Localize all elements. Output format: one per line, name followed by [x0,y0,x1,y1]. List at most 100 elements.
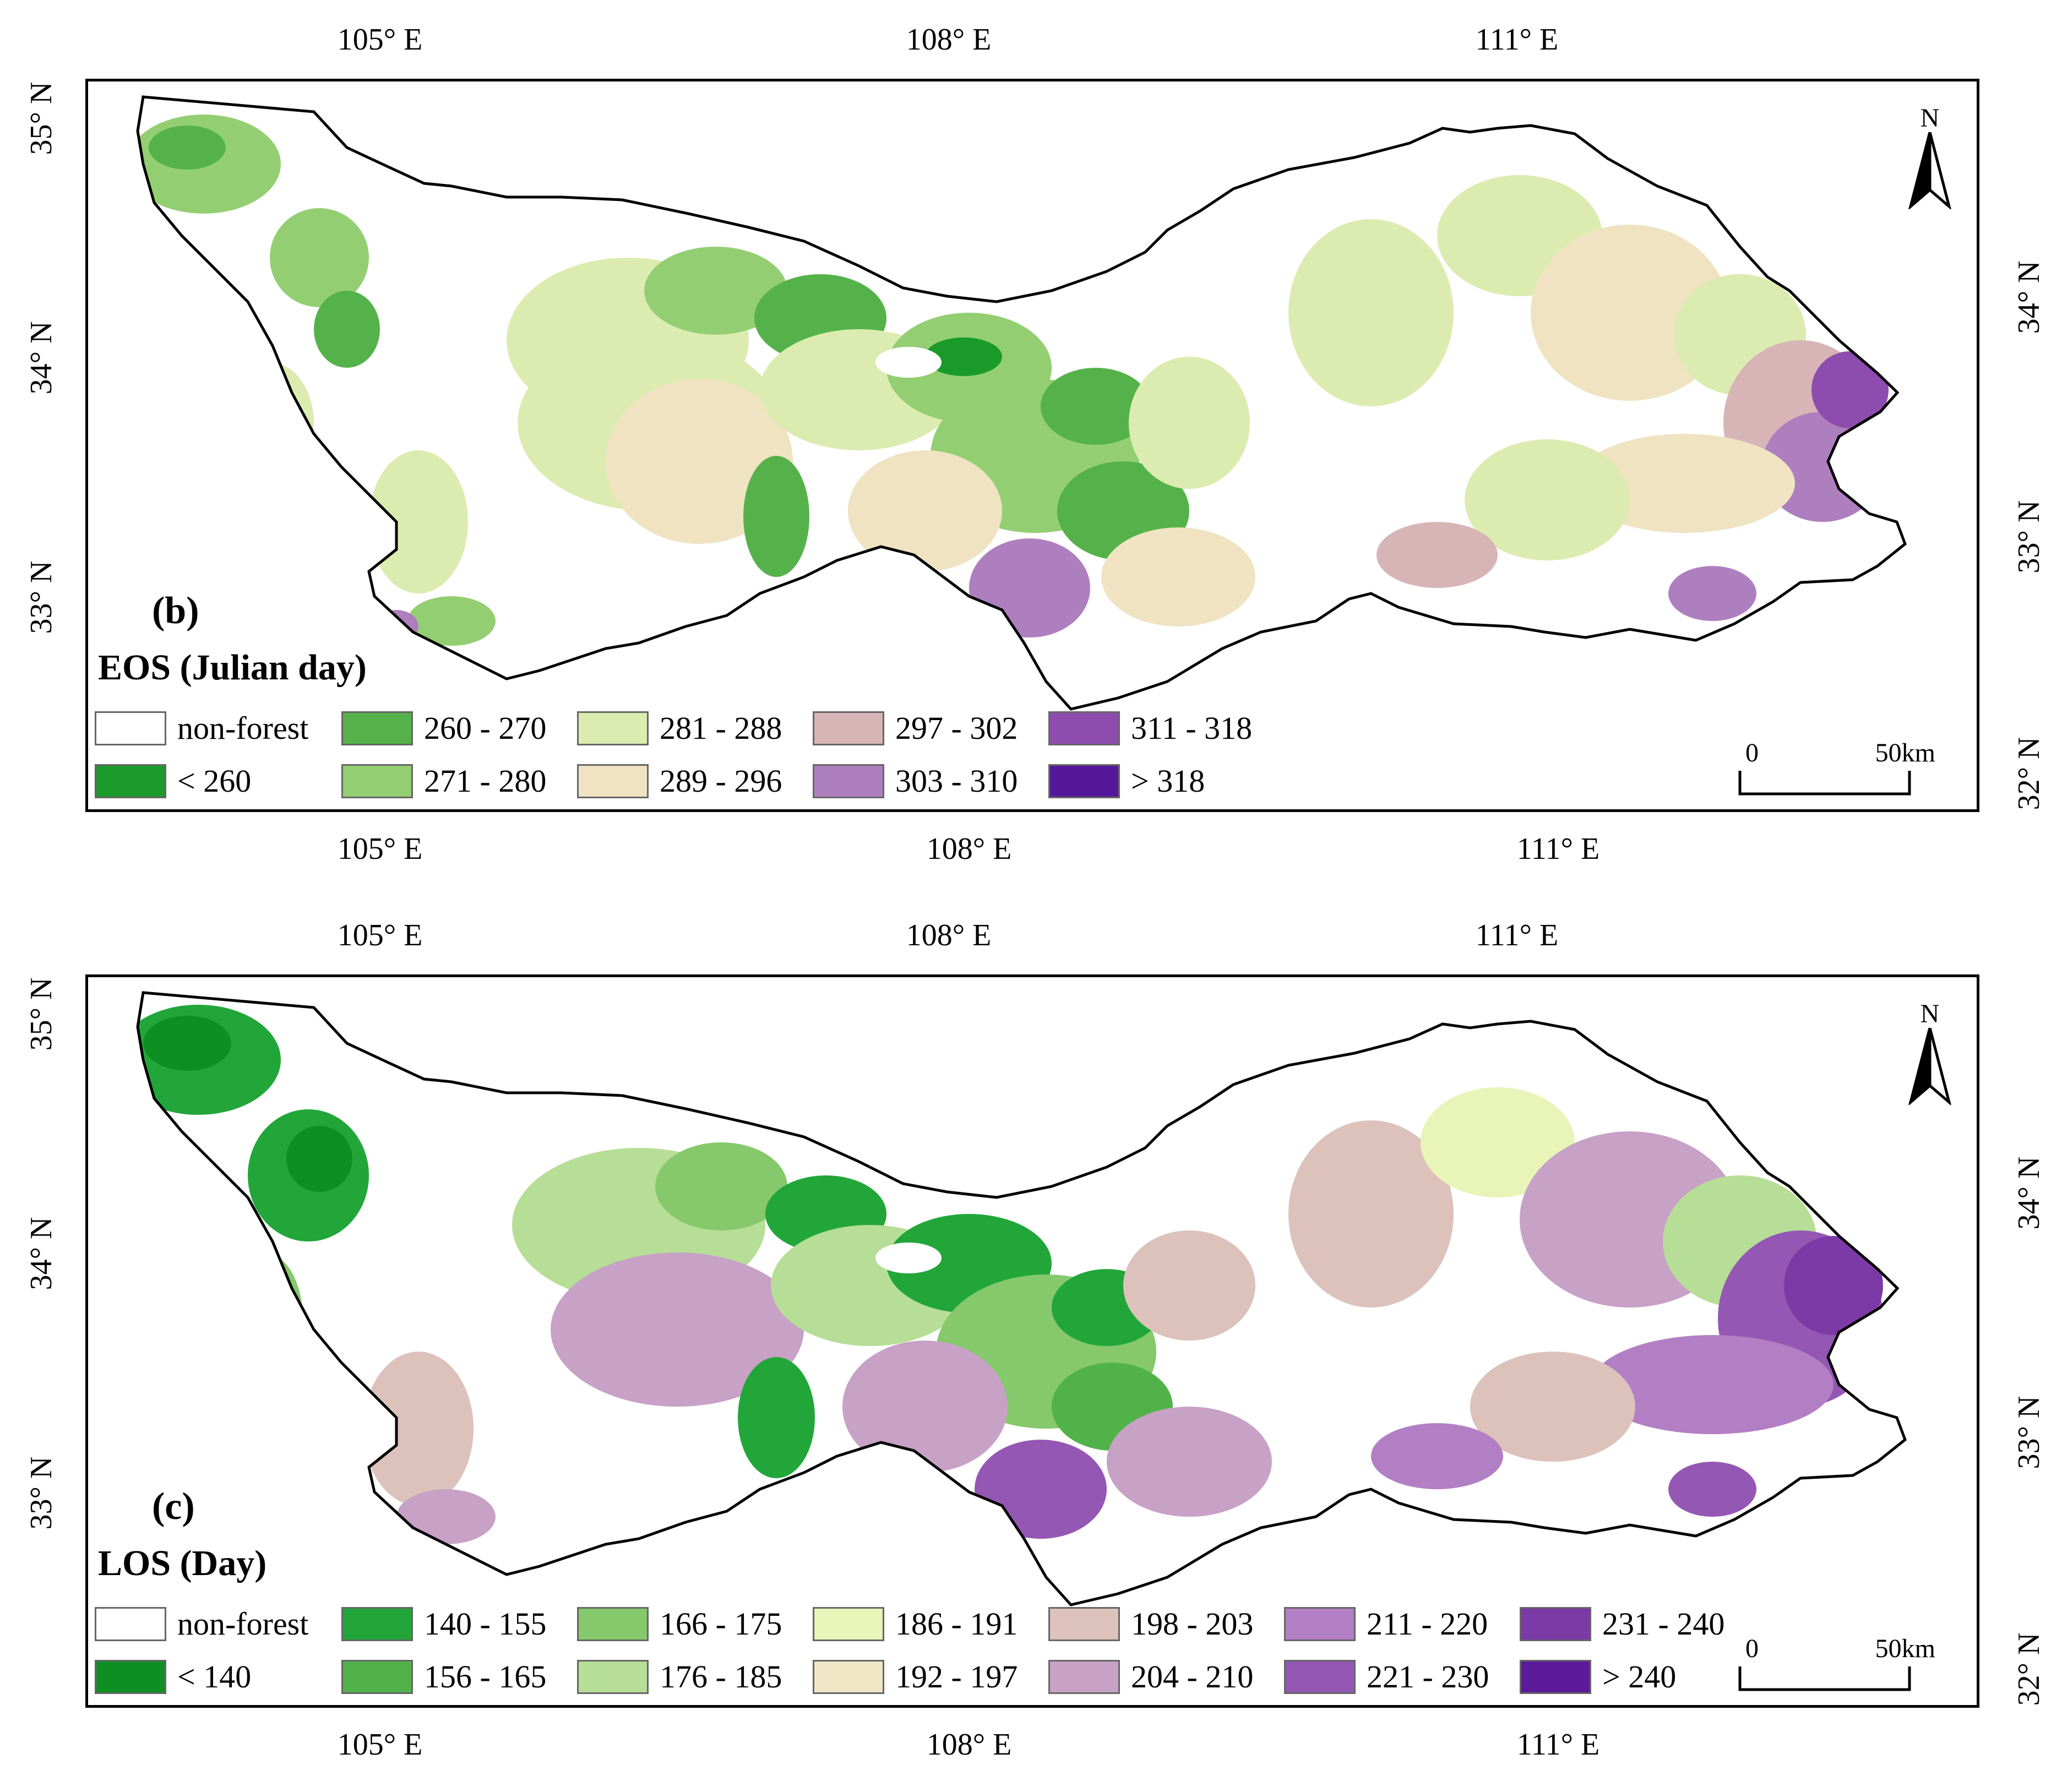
legend-label: 303 - 310 [895,763,1018,799]
legend-swatch [1284,1607,1356,1641]
phenology-raster [138,97,1905,709]
top-lon-tick-111: 111° E [1475,23,1559,57]
north-arrow-icon [1908,1028,1951,1105]
legend-label: 281 - 288 [660,710,782,746]
bottom-lon-tick-108: 108° E [926,1728,1012,1762]
left-lat-tick-33: 33° N [24,1456,58,1530]
legend-label: 311 - 318 [1131,710,1253,746]
top-lon-tick-108: 108° E [906,23,992,57]
left-lat-tick-35: 35° N [24,81,58,155]
legend-label: 204 - 210 [1131,1659,1254,1695]
map-frame [85,79,1979,812]
north-arrow: N [1905,1000,1955,1105]
legend-swatch [1048,764,1120,798]
right-lat-tick-32: 32° N [2012,737,2046,810]
bottom-lon-tick-111: 111° E [1516,832,1600,866]
legend-swatch [813,1660,884,1694]
legend-label: 297 - 302 [895,710,1018,746]
north-arrow: N [1905,105,1955,209]
legend-label: non-forest [177,1606,309,1642]
bottom-lon-tick-105: 105° E [337,832,423,866]
left-lat-tick-34: 34° N [24,1217,58,1290]
scale-start-label: 0 [1745,738,1759,767]
legend-label: > 318 [1131,763,1205,799]
right-lat-tick-33: 33° N [2012,500,2046,574]
legend-swatch [813,1607,884,1641]
legend-label: 198 - 203 [1131,1606,1254,1642]
panel-label: (c) [152,1485,195,1528]
legend-label: 140 - 155 [424,1606,547,1642]
legend-swatch [813,711,884,745]
top-lon-tick-105: 105° E [337,918,423,952]
right-lat-tick-33: 33° N [2012,1396,2046,1469]
legend-label: > 240 [1602,1659,1677,1695]
legend-swatch [1048,1607,1120,1641]
legend-label: non-forest [177,710,309,746]
legend-swatch [95,764,166,798]
study-region-boundary [136,991,1907,1606]
right-lat-tick-34: 34° N [2012,1156,2046,1230]
legend-swatch [1284,1660,1356,1694]
bottom-lon-tick-111: 111° E [1516,1728,1600,1762]
legend-swatch [1048,711,1120,745]
legend-label: < 140 [177,1659,252,1695]
bottom-lon-tick-105: 105° E [337,1728,423,1762]
study-region-boundary [136,95,1907,711]
legend-swatch [1048,1660,1120,1694]
legend-swatch [577,1607,649,1641]
legend-label: 231 - 240 [1602,1606,1725,1642]
legend-label: 176 - 185 [660,1659,782,1695]
legend-swatch [341,764,413,798]
legend-swatch [341,711,413,745]
map-frame [85,974,1979,1708]
legend-label: < 260 [177,763,252,799]
panel-label: (b) [152,590,199,632]
top-lon-tick-111: 111° E [1475,918,1559,952]
left-lat-tick-33: 33° N [24,560,58,634]
legend-swatch [1520,1660,1591,1694]
top-lon-tick-108: 108° E [906,918,992,952]
legend-label: 186 - 191 [895,1606,1018,1642]
study-region-map [136,95,1907,711]
legend-swatch [341,1660,413,1694]
right-lat-tick-32: 32° N [2012,1632,2046,1706]
legend-label: 211 - 220 [1367,1606,1488,1642]
legend-title: EOS (Julian day) [98,647,367,688]
legend-swatch [95,711,166,745]
study-region-map [136,991,1907,1606]
legend-label: 271 - 280 [424,763,547,799]
legend-swatch [1520,1607,1591,1641]
scale-bar: 0 50km [1737,1633,1935,1716]
legend-swatch [577,1660,649,1694]
right-lat-tick-34: 34° N [2012,260,2046,334]
top-lon-tick-105: 105° E [337,23,423,57]
scale-end-label: 50km [1875,738,1935,767]
legend-label: 260 - 270 [424,710,547,746]
scale-start-label: 0 [1745,1634,1759,1663]
legend-label: 192 - 197 [895,1659,1018,1695]
legend-swatch [813,764,884,798]
scale-bar-icon [1738,1666,1911,1691]
left-lat-tick-35: 35° N [24,977,58,1051]
north-label: N [1920,104,1940,133]
legend-title: LOS (Day) [98,1543,267,1583]
map-panel-los: 105° E 108° E 111° E 35° N 34° N 33° N 3… [0,896,2062,1791]
phenology-raster [138,993,1905,1605]
left-lat-tick-34: 34° N [24,321,58,395]
legend-label: 289 - 296 [660,763,782,799]
legend-swatch [577,764,649,798]
scale-bar: 0 50km [1737,738,1935,820]
legend-swatch [95,1660,166,1694]
legend-label: 156 - 165 [424,1659,547,1695]
legend-swatch [341,1607,413,1641]
north-arrow-icon [1908,132,1951,209]
legend-swatch [577,711,649,745]
scale-bar-icon [1738,771,1911,796]
map-panel-eos: 105° E 108° E 111° E 35° N 34° N 33° N 3… [24,23,2046,866]
legend-label: 166 - 175 [660,1606,782,1642]
legend-label: 221 - 230 [1367,1659,1489,1695]
scale-end-label: 50km [1875,1634,1935,1663]
north-label: N [1920,999,1940,1028]
bottom-lon-tick-108: 108° E [926,832,1012,866]
legend-swatch [95,1607,166,1641]
